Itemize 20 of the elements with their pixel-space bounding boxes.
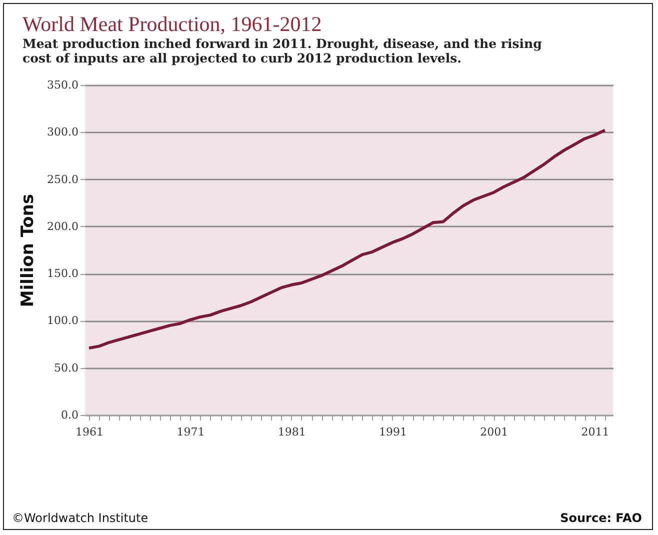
x-tick-label: 2011 (581, 426, 610, 438)
x-tick-label: 2001 (480, 426, 508, 438)
y-axis-title: Million Tons (18, 194, 38, 308)
y-tick-label: 350.0 (47, 78, 78, 92)
x-tick-label: 1991 (378, 426, 407, 438)
chart-title: World Meat Production, 1961-2012 (22, 12, 322, 36)
y-tick-label: 250.0 (47, 172, 78, 186)
y-tick-label: 300.0 (47, 126, 78, 139)
y-tick-label: 150.0 (47, 267, 78, 280)
line-series (88, 128, 606, 350)
y-tick-label: 100.0 (47, 314, 78, 328)
x-tick-label: 1961 (76, 426, 104, 438)
x-tick-label: 1981 (278, 426, 306, 438)
y-tick-label: 50.0 (54, 361, 78, 374)
x-tick-label: 1971 (176, 426, 205, 438)
text: ©Worldwatch Institute (12, 511, 148, 525)
source-note: Source: FAO (560, 511, 642, 525)
y-tick-label: 0.0 (61, 408, 78, 422)
y-tick-label: 200.0 (47, 220, 78, 233)
chart-subtitle: Meat production inched forward in 2011. Drought, disease, and the rising cost of inputs are all projected to curb 2012 production levels. (22, 36, 542, 66)
